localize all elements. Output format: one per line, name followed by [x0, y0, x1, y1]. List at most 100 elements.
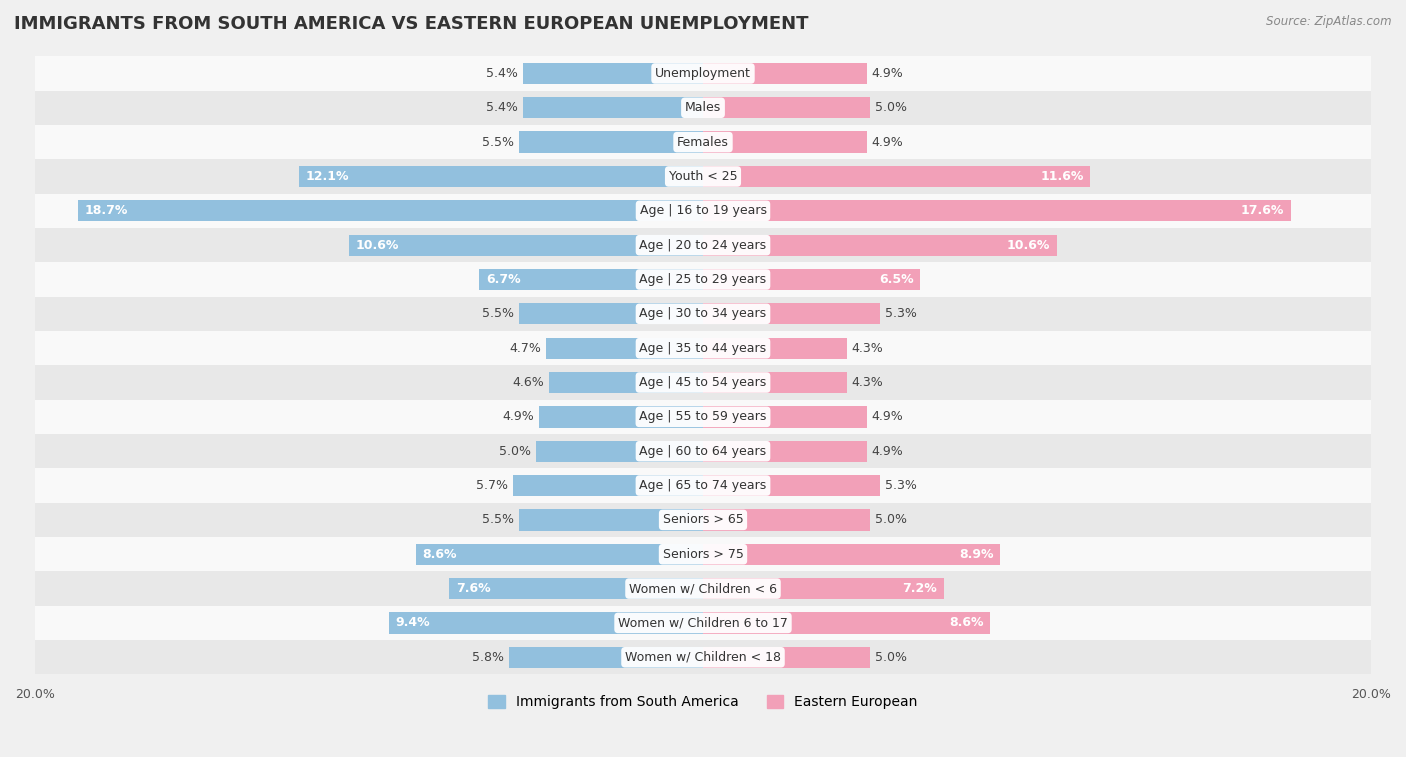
Text: 6.7%: 6.7%: [486, 273, 520, 286]
Bar: [550, 372, 703, 393]
Text: 5.0%: 5.0%: [875, 513, 907, 526]
Text: 5.4%: 5.4%: [485, 67, 517, 80]
Bar: [519, 509, 703, 531]
Bar: [703, 612, 990, 634]
Bar: [389, 612, 703, 634]
Text: 10.6%: 10.6%: [1007, 238, 1050, 251]
Text: Source: ZipAtlas.com: Source: ZipAtlas.com: [1267, 15, 1392, 28]
Bar: [35, 572, 1371, 606]
Text: 5.7%: 5.7%: [475, 479, 508, 492]
Text: Age | 20 to 24 years: Age | 20 to 24 years: [640, 238, 766, 251]
Text: Age | 60 to 64 years: Age | 60 to 64 years: [640, 444, 766, 458]
Text: Age | 16 to 19 years: Age | 16 to 19 years: [640, 204, 766, 217]
Bar: [35, 606, 1371, 640]
Bar: [703, 200, 1291, 222]
Text: 8.9%: 8.9%: [959, 548, 994, 561]
Bar: [513, 475, 703, 496]
Bar: [416, 544, 703, 565]
Bar: [35, 331, 1371, 366]
Bar: [35, 56, 1371, 91]
Text: 4.3%: 4.3%: [852, 341, 883, 355]
Text: 4.9%: 4.9%: [872, 67, 904, 80]
Text: Age | 35 to 44 years: Age | 35 to 44 years: [640, 341, 766, 355]
Text: Age | 65 to 74 years: Age | 65 to 74 years: [640, 479, 766, 492]
Bar: [703, 544, 1000, 565]
Text: 4.9%: 4.9%: [872, 410, 904, 423]
Bar: [479, 269, 703, 290]
Bar: [35, 194, 1371, 228]
Text: 5.0%: 5.0%: [875, 101, 907, 114]
Bar: [35, 159, 1371, 194]
Bar: [703, 304, 880, 325]
Bar: [703, 63, 866, 84]
Text: 5.0%: 5.0%: [875, 651, 907, 664]
Bar: [35, 469, 1371, 503]
Text: Unemployment: Unemployment: [655, 67, 751, 80]
Text: 4.3%: 4.3%: [852, 376, 883, 389]
Bar: [703, 269, 920, 290]
Text: Age | 25 to 29 years: Age | 25 to 29 years: [640, 273, 766, 286]
Text: 7.6%: 7.6%: [456, 582, 491, 595]
Bar: [523, 97, 703, 118]
Text: 4.9%: 4.9%: [872, 136, 904, 148]
Text: 17.6%: 17.6%: [1241, 204, 1284, 217]
Bar: [35, 640, 1371, 674]
Text: 5.3%: 5.3%: [884, 307, 917, 320]
Bar: [703, 475, 880, 496]
Bar: [35, 503, 1371, 537]
Bar: [349, 235, 703, 256]
Text: Age | 30 to 34 years: Age | 30 to 34 years: [640, 307, 766, 320]
Bar: [523, 63, 703, 84]
Bar: [703, 646, 870, 668]
Text: Youth < 25: Youth < 25: [669, 170, 737, 183]
Text: 5.3%: 5.3%: [884, 479, 917, 492]
Bar: [519, 304, 703, 325]
Bar: [35, 400, 1371, 434]
Text: 5.5%: 5.5%: [482, 307, 515, 320]
Text: 8.6%: 8.6%: [949, 616, 984, 629]
Text: 4.6%: 4.6%: [513, 376, 544, 389]
Text: 5.8%: 5.8%: [472, 651, 505, 664]
Text: 4.9%: 4.9%: [502, 410, 534, 423]
Text: 10.6%: 10.6%: [356, 238, 399, 251]
Text: 9.4%: 9.4%: [395, 616, 430, 629]
Bar: [519, 132, 703, 153]
Text: Age | 45 to 54 years: Age | 45 to 54 years: [640, 376, 766, 389]
Bar: [35, 434, 1371, 469]
Bar: [703, 407, 866, 428]
Text: Women w/ Children < 6: Women w/ Children < 6: [628, 582, 778, 595]
Bar: [79, 200, 703, 222]
Text: 12.1%: 12.1%: [305, 170, 349, 183]
Text: 11.6%: 11.6%: [1040, 170, 1084, 183]
Bar: [703, 235, 1057, 256]
Text: 5.0%: 5.0%: [499, 444, 531, 458]
Text: Seniors > 75: Seniors > 75: [662, 548, 744, 561]
Text: Seniors > 65: Seniors > 65: [662, 513, 744, 526]
Text: Women w/ Children < 18: Women w/ Children < 18: [626, 651, 780, 664]
Bar: [35, 91, 1371, 125]
Bar: [703, 132, 866, 153]
Bar: [35, 125, 1371, 159]
Bar: [703, 578, 943, 600]
Text: Females: Females: [678, 136, 728, 148]
Bar: [703, 372, 846, 393]
Text: IMMIGRANTS FROM SOUTH AMERICA VS EASTERN EUROPEAN UNEMPLOYMENT: IMMIGRANTS FROM SOUTH AMERICA VS EASTERN…: [14, 15, 808, 33]
Text: 4.9%: 4.9%: [872, 444, 904, 458]
Bar: [703, 509, 870, 531]
Bar: [509, 646, 703, 668]
Text: 6.5%: 6.5%: [879, 273, 914, 286]
Text: 5.5%: 5.5%: [482, 513, 515, 526]
Bar: [536, 441, 703, 462]
Text: 7.2%: 7.2%: [903, 582, 936, 595]
Bar: [703, 441, 866, 462]
Legend: Immigrants from South America, Eastern European: Immigrants from South America, Eastern E…: [482, 690, 924, 715]
Text: 18.7%: 18.7%: [84, 204, 128, 217]
Bar: [35, 537, 1371, 572]
Text: 4.7%: 4.7%: [509, 341, 541, 355]
Bar: [703, 166, 1091, 187]
Bar: [35, 297, 1371, 331]
Bar: [35, 366, 1371, 400]
Text: Males: Males: [685, 101, 721, 114]
Bar: [703, 97, 870, 118]
Text: Age | 55 to 59 years: Age | 55 to 59 years: [640, 410, 766, 423]
